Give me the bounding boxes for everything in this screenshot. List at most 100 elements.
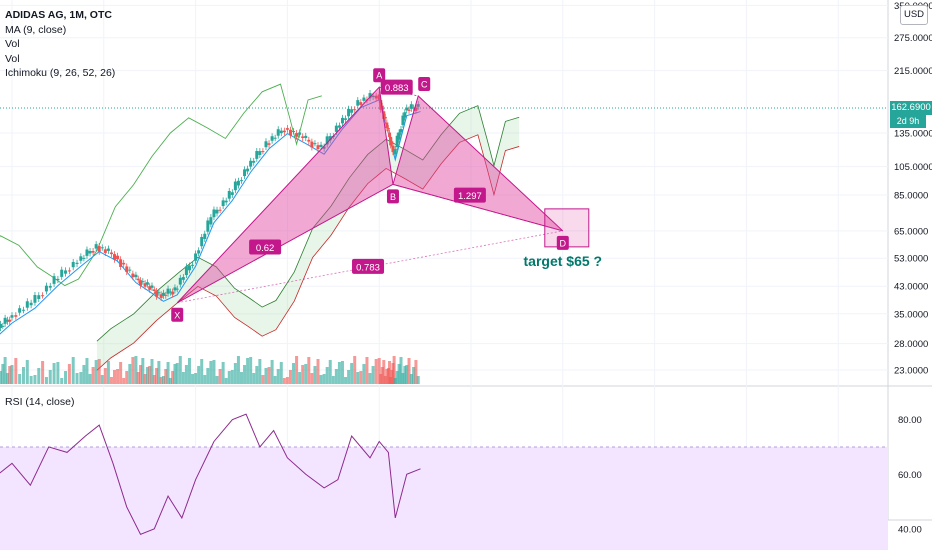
candle-body [64,270,68,274]
volume-bar [279,362,283,384]
candle-body [94,244,98,249]
candle-body [5,319,9,322]
candle-body [67,270,71,272]
volume-bar [403,366,407,384]
volume-bar [64,371,68,384]
legend-ma[interactable]: MA (9, close) [5,23,67,36]
candle-body [157,292,161,294]
candle-body [75,262,79,264]
rsi-axis-tick: 80.00 [898,415,922,426]
candle-body [18,308,22,313]
rsi-axis-tick: 40.00 [898,524,922,535]
volume-bar [316,359,320,384]
candle-body [1,325,5,327]
candle-body [405,107,409,111]
volume-bar [374,359,378,384]
candle-body [184,266,188,276]
candle-body [276,129,280,136]
chart-legend: ADIDAS AG, 1M, OTC MA (9, close) Vol Vol… [5,8,115,81]
volume-bar [194,373,198,384]
volume-bar [10,365,14,384]
volume-bar [5,373,9,384]
volume-bar [148,366,152,384]
candle-body [155,291,159,297]
candle-body [252,160,256,163]
legend-ichimoku[interactable]: Ichimoku (9, 26, 52, 26) [5,67,116,79]
candle-body [391,145,395,153]
candle-body [240,180,243,182]
candle-body [328,136,332,141]
candle-body [371,95,375,98]
price-axis-tick: 23.0000 [894,366,928,377]
candle-body [203,233,207,239]
volume-bar [292,363,296,384]
price-axis-tick: 28.0000 [894,339,928,350]
volume-bar [203,375,207,384]
volume-bar [298,372,302,384]
volume-bar [41,361,45,384]
volume-bar [288,370,292,384]
pattern-ratio-label: 1.297 [458,191,482,202]
volume-bar [301,365,305,384]
candle-body [3,317,7,324]
volume-bar [236,356,240,384]
candle-body [249,160,253,167]
volume-bar [106,361,110,384]
pattern-bd-line [392,183,563,232]
candle-body [285,128,289,130]
volume-bar [197,366,201,384]
candle-body [91,251,95,253]
volume-bar [273,376,277,384]
rsi-legend[interactable]: RSI (14, close) [5,396,75,408]
volume-bar [328,360,332,384]
symbol-title[interactable]: ADIDAS AG, 1M, OTC [5,9,112,21]
candle-body [181,277,185,280]
candle-body [139,280,143,286]
volume-bar [56,362,60,384]
volume-bar [215,376,219,384]
candle-body [148,286,152,290]
volume-bar [67,364,71,384]
volume-bar [212,360,216,384]
candle-body [313,143,317,145]
candle-body [304,135,308,139]
volume-bar [82,365,86,384]
volume-bar [243,365,247,384]
candle-body [209,217,213,225]
candle-body [218,209,222,211]
volume-bar [255,366,259,384]
volume-bar [100,375,104,384]
candle-body [0,323,3,328]
candle-body [88,251,92,254]
volume-bar [18,374,22,384]
candle-body [374,95,378,99]
candle-body [175,288,179,290]
volume-bar [371,366,375,384]
legend-vol-2[interactable]: Vol [5,52,20,65]
volume-bar [388,361,392,384]
candle-body [255,151,259,159]
candle-body [10,315,14,318]
legend-vol-1[interactable]: Vol [5,38,20,50]
candle-body [56,278,60,281]
candle-body [310,141,314,148]
volume-bar [218,369,222,384]
volume-bar [368,373,372,384]
currency-button[interactable]: USD [900,5,928,25]
pattern-ratio-label: 0.883 [385,83,409,94]
candle-body [79,256,83,261]
volume-bar [29,376,33,384]
candle-body [164,294,168,296]
volume-bar [85,358,89,384]
candle-body [100,247,104,249]
pattern-ac-line [379,86,419,97]
candle-body [295,133,299,137]
volume-bar [344,377,348,384]
volume-bar [340,361,344,384]
volume-bar [307,357,311,384]
candle-body [233,181,237,191]
volume-bar [379,374,383,384]
volume-bar [313,366,317,384]
candle-body [388,132,392,137]
